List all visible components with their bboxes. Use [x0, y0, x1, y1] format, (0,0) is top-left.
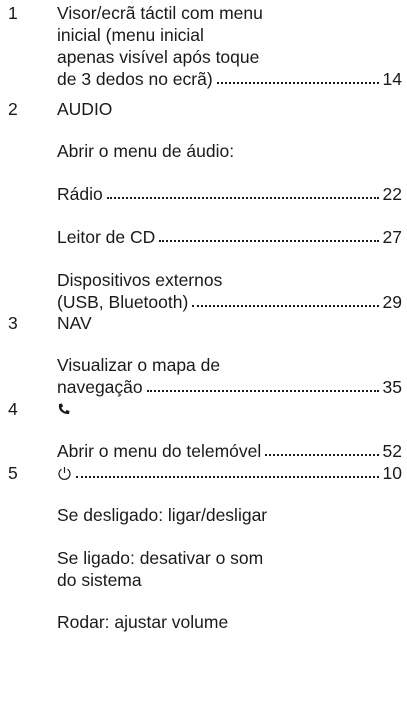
text-line: Visualizar o mapa de — [57, 355, 221, 375]
leader-line: Rádio 22 — [57, 183, 402, 205]
text: Abrir o menu do telemóvel — [57, 441, 262, 461]
text-line: Visor/ecrã táctil com menu — [57, 3, 263, 23]
leader-line: Leitor de CD 27 — [57, 226, 402, 248]
leader-line: navegação 35 — [57, 376, 402, 398]
item-number: 3 — [8, 313, 18, 333]
leader-dots — [192, 291, 379, 307]
text: Rádio — [57, 184, 103, 204]
page-number: 22 — [382, 184, 402, 204]
text-line: Abrir o menu de áudio: — [57, 141, 235, 161]
leader-dots — [146, 376, 379, 392]
text: navegação — [57, 377, 143, 397]
heading: AUDIO — [57, 99, 113, 119]
text: (USB, Bluetooth) — [57, 292, 189, 312]
text-line: apenas visível após toque — [57, 47, 260, 67]
page-number: 29 — [382, 292, 402, 312]
phone-icon — [57, 402, 71, 424]
leader-dots — [265, 440, 379, 456]
text-line: Se desligado: ligar/desligar — [57, 505, 268, 525]
text-line: inicial (menu inicial — [57, 25, 204, 45]
item-number: 4 — [8, 399, 18, 419]
leader-dots — [76, 462, 379, 478]
page-number: 27 — [382, 227, 402, 247]
text-line: do sistema — [57, 570, 142, 590]
item-number: 5 — [8, 463, 18, 483]
page-number: 52 — [382, 441, 402, 461]
leader-dots — [159, 226, 379, 242]
page-number: 35 — [382, 377, 402, 397]
leader-line: Abrir o menu do telemóvel 52 — [57, 440, 402, 462]
text-line: Dispositivos externos — [57, 270, 223, 290]
text-line: Rodar: ajustar volume — [57, 612, 229, 632]
text: de 3 dedos no ecrã) — [57, 69, 213, 89]
power-icon — [57, 462, 72, 484]
leader-line: (USB, Bluetooth) 29 — [57, 291, 402, 313]
heading: NAV — [57, 313, 92, 333]
page-number: 10 — [382, 463, 402, 483]
leader-dots — [106, 183, 379, 199]
item-number: 2 — [8, 99, 18, 119]
page-number: 14 — [382, 69, 402, 89]
leader-line: de 3 dedos no ecrã) 14 — [57, 68, 402, 90]
leader-line: 10 — [57, 462, 402, 484]
item-number: 1 — [8, 3, 18, 23]
text: Leitor de CD — [57, 227, 156, 247]
leader-dots — [216, 68, 379, 84]
text-line: Se ligado: desativar o som — [57, 548, 264, 568]
